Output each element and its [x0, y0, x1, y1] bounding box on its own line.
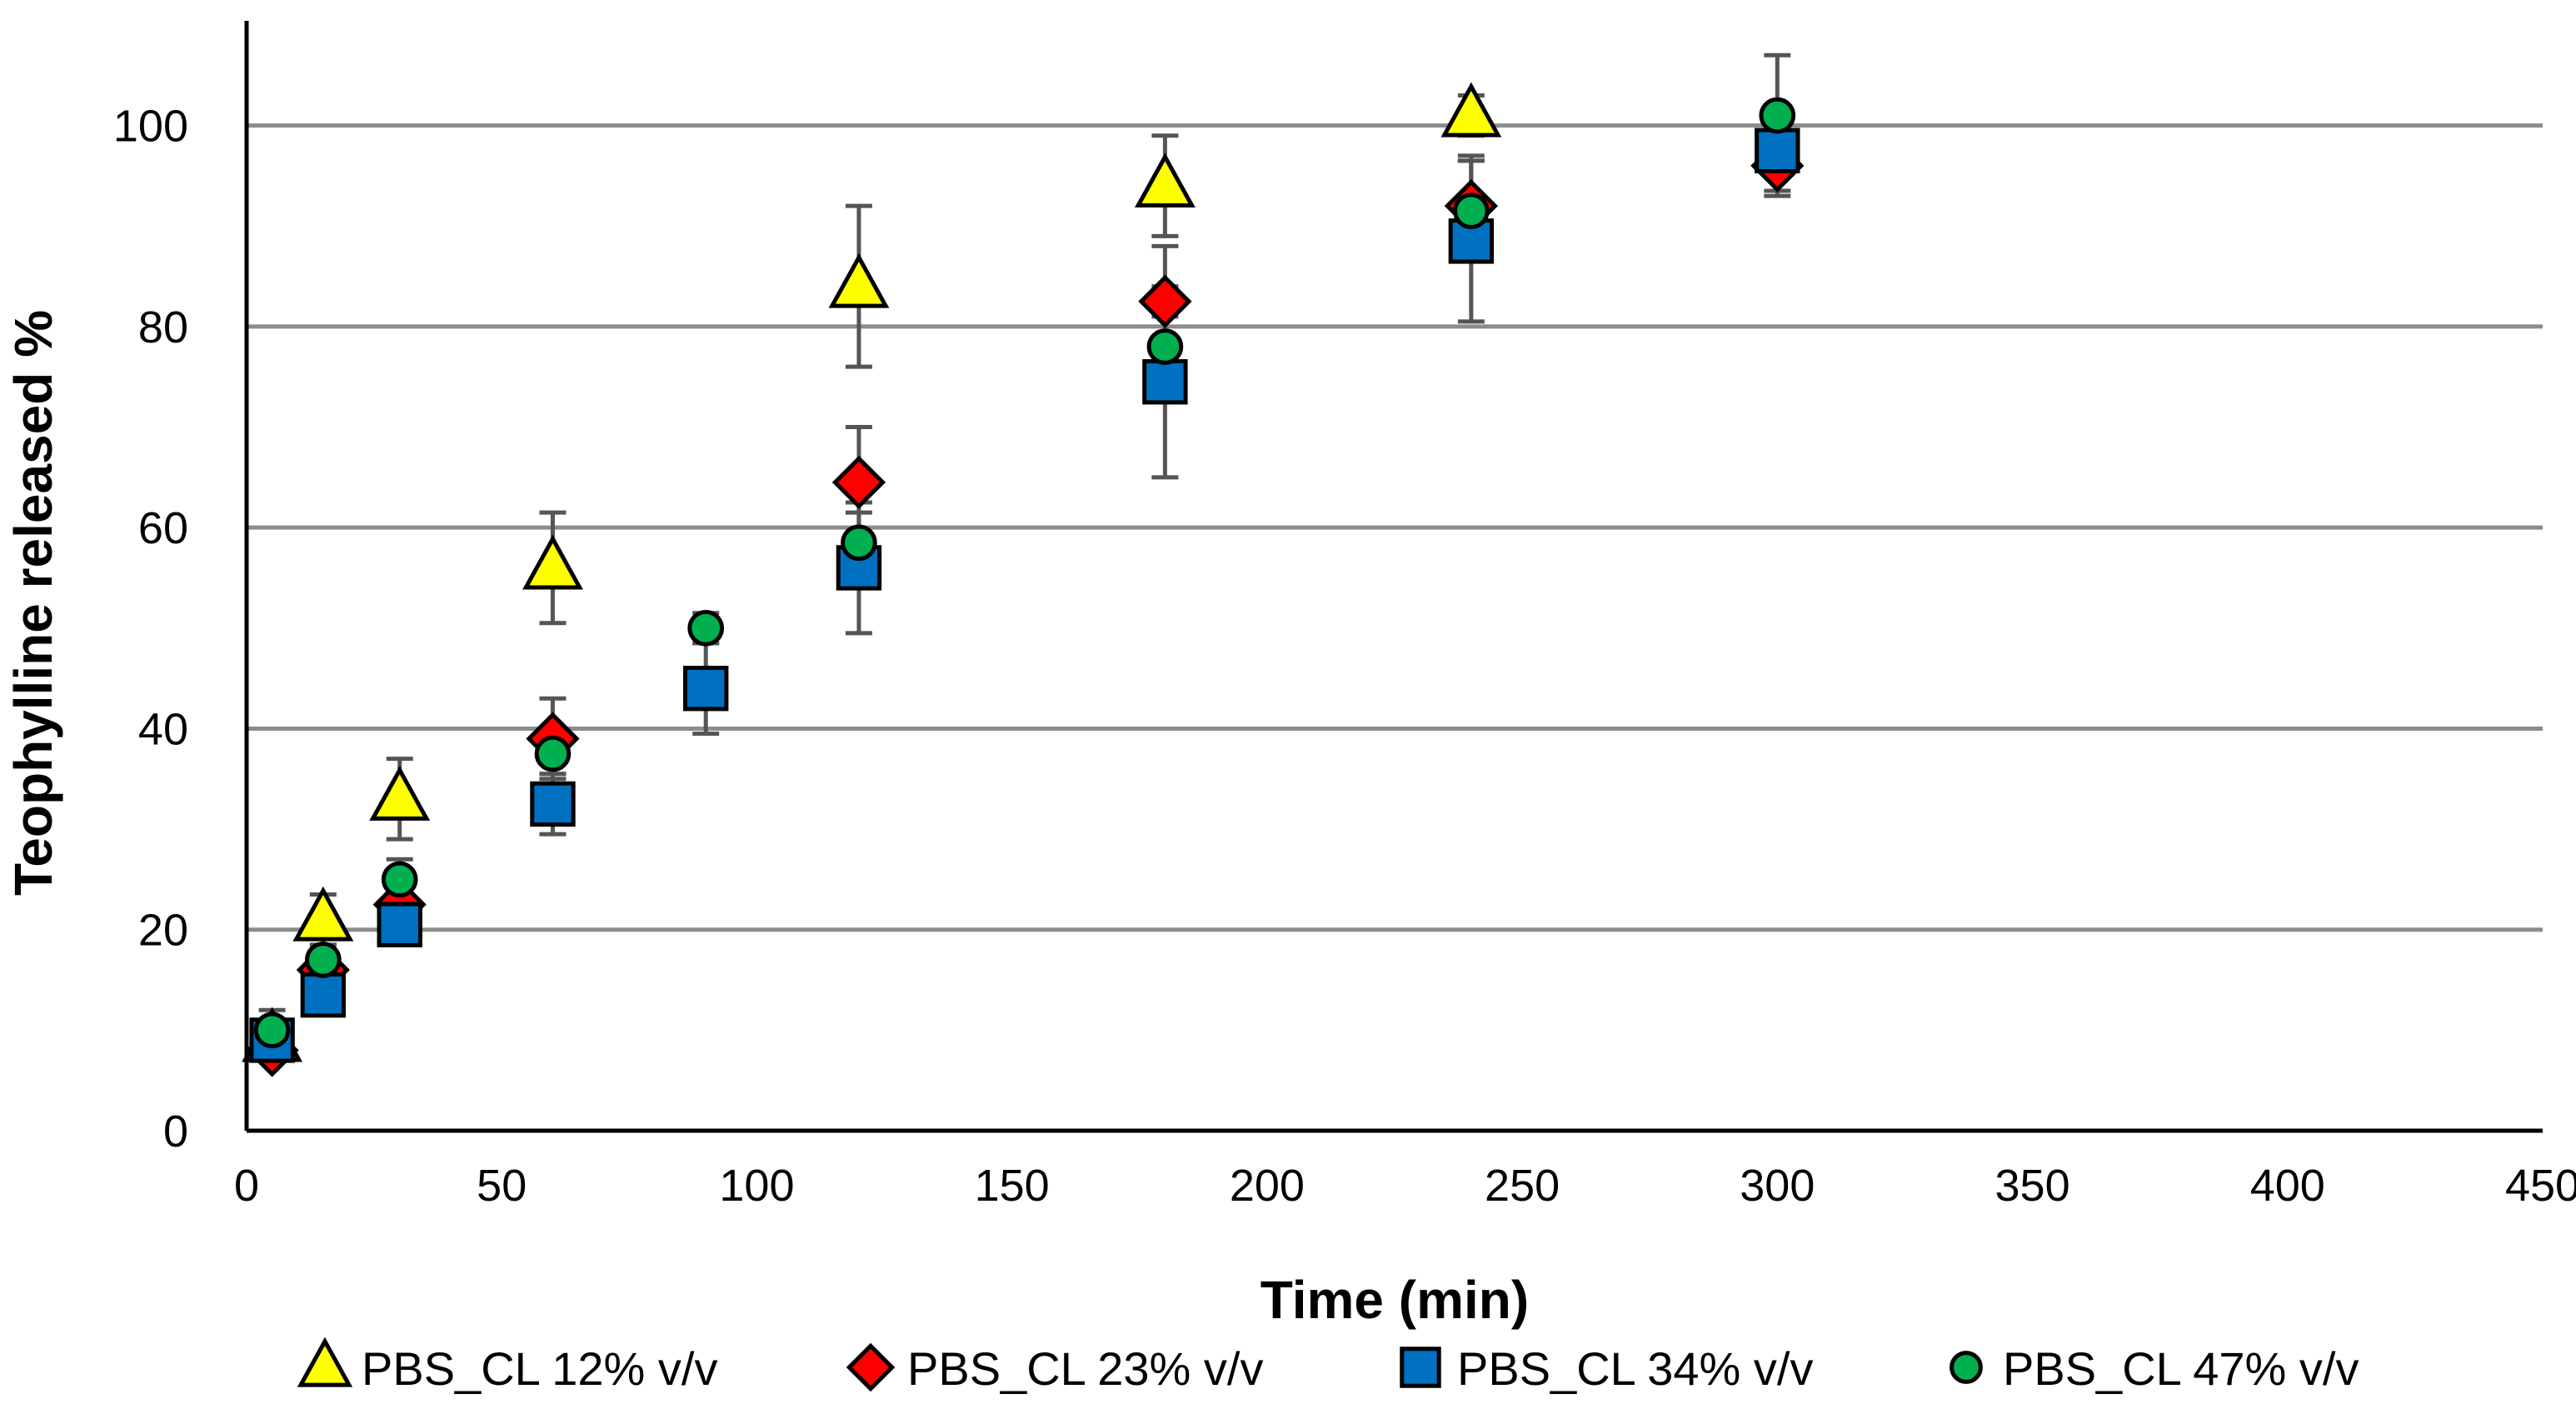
point-circle [687, 609, 725, 647]
y-tick-label: 60 [138, 503, 188, 553]
legend-entry: PBS_CL 12% v/v [297, 1337, 717, 1395]
point-square [530, 781, 576, 827]
legend-marker-square [1400, 1347, 1441, 1388]
y-tick-label: 0 [163, 1107, 188, 1157]
point-triangle [828, 252, 890, 308]
grid-lines [247, 123, 2543, 932]
point-square [683, 666, 729, 712]
point-triangle [369, 766, 431, 821]
legend-marker-diamond [846, 1342, 896, 1392]
point-circle [841, 524, 877, 562]
point-circle [381, 861, 418, 898]
legend-entry: PBS_CL 23% v/v [846, 1342, 1263, 1395]
point-diamond [831, 455, 886, 510]
y-axis-title: Teophylline released % [3, 310, 63, 896]
point-circle [1759, 97, 1796, 134]
x-tick-label: 200 [1230, 1161, 1305, 1211]
y-tick-label: 20 [138, 906, 188, 956]
point-square [300, 972, 347, 1018]
point-square [1142, 359, 1188, 405]
y-tick-label: 80 [138, 302, 188, 352]
legend-label: PBS_CL 23% v/v [907, 1342, 1263, 1395]
legend-label: PBS_CL 47% v/v [2003, 1342, 2359, 1395]
point-triangle [522, 534, 583, 590]
axes [244, 21, 2543, 1133]
legend-entry: PBS_CL 47% v/v [1949, 1342, 2359, 1395]
x-tick-label: 100 [719, 1161, 794, 1211]
point-triangle [1134, 152, 1196, 208]
legend-entry: PBS_CL 34% v/v [1400, 1342, 1813, 1395]
data-points [242, 82, 1805, 1077]
x-tick-label: 300 [1740, 1161, 1815, 1211]
point-triangle [1440, 82, 1502, 137]
x-tick-label: 350 [1995, 1161, 2070, 1211]
y-tick-label: 100 [113, 102, 188, 152]
point-diamond [1138, 274, 1192, 328]
point-square [377, 902, 422, 947]
y-tick-labels: 0 20 40 60 80 100 [113, 102, 188, 1157]
legend-marker-triangle [297, 1337, 353, 1387]
legend: PBS_CL 12% v/v PBS_CL 23% v/v PBS_CL 34% v… [297, 1337, 2359, 1395]
x-tick-labels: 0 50 100 150 200 250 300 350 400 450 [234, 1161, 2576, 1211]
point-circle [253, 1012, 291, 1049]
point-circle [1146, 328, 1184, 365]
x-tick-label: 400 [2250, 1161, 2325, 1211]
x-tick-label: 150 [975, 1161, 1050, 1211]
legend-label: PBS_CL 34% v/v [1457, 1342, 1813, 1395]
y-tick-label: 40 [138, 704, 188, 754]
x-tick-label: 250 [1485, 1161, 1560, 1211]
x-tick-label: 50 [477, 1161, 527, 1211]
x-tick-label: 0 [234, 1161, 259, 1211]
point-circle [1453, 192, 1490, 229]
legend-label: PBS_CL 12% v/v [362, 1342, 717, 1395]
x-axis-title: Time (min) [1261, 1270, 1529, 1330]
point-square [1755, 127, 1800, 173]
point-circle [534, 735, 572, 772]
x-tick-label: 450 [2505, 1161, 2576, 1211]
legend-marker-circle [1949, 1351, 1983, 1384]
point-triangle [292, 886, 354, 942]
error-bars [258, 52, 1791, 1063]
point-circle [305, 942, 342, 978]
